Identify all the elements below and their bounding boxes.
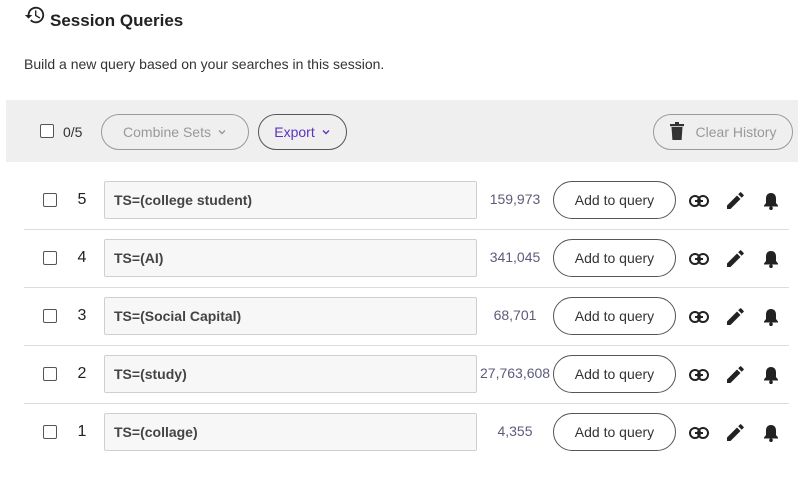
result-count-link[interactable]: 68,701	[493, 307, 537, 323]
chevron-down-icon	[217, 124, 227, 140]
row-number: 5	[77, 191, 87, 208]
export-label: Export	[274, 124, 315, 140]
add-to-query-button[interactable]: Add to query	[553, 413, 676, 451]
link-icon[interactable]	[688, 248, 710, 270]
history-icon	[24, 4, 46, 31]
clear-history-button[interactable]: Clear History	[653, 114, 793, 150]
row-checkbox[interactable]	[43, 193, 57, 207]
combine-sets-button[interactable]: Combine Sets	[101, 114, 249, 150]
query-text-field[interactable]: TS=(study)	[104, 355, 477, 393]
row-number: 1	[77, 423, 87, 440]
query-row: 5 TS=(college student) 159,973 Add to qu…	[24, 172, 789, 230]
bell-icon[interactable]	[760, 364, 782, 386]
bell-icon[interactable]	[760, 306, 782, 328]
link-icon[interactable]	[688, 190, 710, 212]
result-count-link[interactable]: 4,355	[497, 423, 533, 439]
bell-icon[interactable]	[760, 190, 782, 212]
query-row: 2 TS=(study) 27,763,608 Add to query	[24, 346, 789, 404]
result-count-link[interactable]: 27,763,608	[480, 365, 551, 381]
query-text-field[interactable]: TS=(college student)	[104, 181, 477, 219]
query-text-field[interactable]: TS=(Social Capital)	[104, 297, 477, 335]
add-to-query-button[interactable]: Add to query	[553, 239, 676, 277]
row-checkbox[interactable]	[43, 367, 57, 381]
page-title: Session Queries	[50, 10, 184, 30]
query-row: 3 TS=(Social Capital) 68,701 Add to quer…	[24, 288, 789, 346]
bell-icon[interactable]	[760, 248, 782, 270]
select-all-checkbox[interactable]	[40, 124, 54, 138]
add-to-query-button[interactable]: Add to query	[553, 297, 676, 335]
edit-icon[interactable]	[724, 190, 746, 212]
page-header: Session Queries	[24, 4, 183, 31]
result-count-link[interactable]: 159,973	[489, 191, 541, 207]
row-number: 2	[77, 365, 87, 382]
row-number: 3	[77, 307, 87, 324]
trash-icon	[669, 121, 684, 143]
edit-icon[interactable]	[724, 248, 746, 270]
add-to-query-button[interactable]: Add to query	[553, 181, 676, 219]
query-row: 1 TS=(collage) 4,355 Add to query	[24, 404, 789, 462]
link-icon[interactable]	[688, 364, 710, 386]
combine-sets-label: Combine Sets	[123, 124, 211, 140]
selected-count: 0/5	[63, 124, 83, 140]
result-count-link[interactable]: 341,045	[489, 249, 541, 265]
toolbar: 0/5 Combine Sets Export Clear History	[6, 100, 798, 162]
query-text-field[interactable]: TS=(collage)	[104, 413, 477, 451]
edit-icon[interactable]	[724, 364, 746, 386]
page-subtitle: Build a new query based on your searches…	[24, 56, 385, 72]
edit-icon[interactable]	[724, 422, 746, 444]
bell-icon[interactable]	[760, 422, 782, 444]
row-number: 4	[77, 249, 87, 266]
row-checkbox[interactable]	[43, 309, 57, 323]
chevron-down-icon	[321, 124, 331, 140]
row-checkbox[interactable]	[43, 425, 57, 439]
query-row: 4 TS=(AI) 341,045 Add to query	[24, 230, 789, 288]
row-checkbox[interactable]	[43, 251, 57, 265]
edit-icon[interactable]	[724, 306, 746, 328]
export-button[interactable]: Export	[258, 114, 347, 150]
query-text-field[interactable]: TS=(AI)	[104, 239, 477, 277]
link-icon[interactable]	[688, 422, 710, 444]
add-to-query-button[interactable]: Add to query	[553, 355, 676, 393]
link-icon[interactable]	[688, 306, 710, 328]
clear-history-label: Clear History	[695, 124, 777, 140]
